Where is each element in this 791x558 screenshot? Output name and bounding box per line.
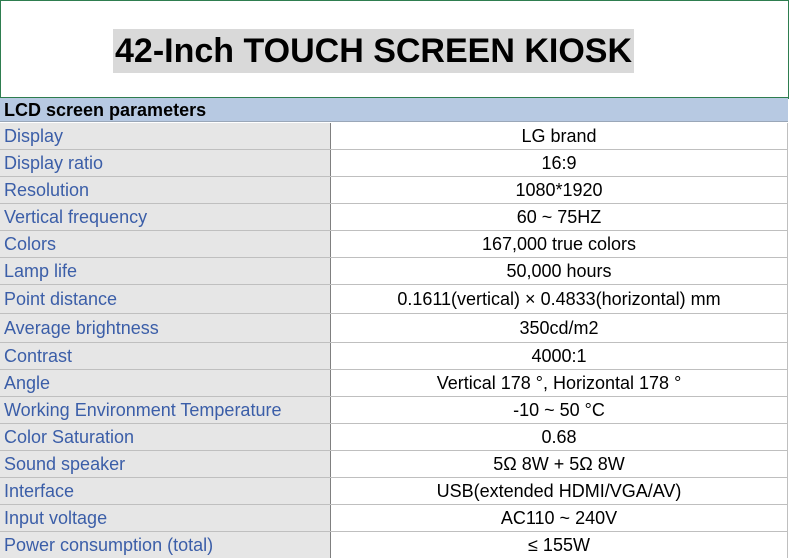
table-row: Sound speaker 5Ω 8W + 5Ω 8W [0,451,788,478]
row-label: Resolution [0,177,331,203]
page-title: 42-Inch TOUCH SCREEN KIOSK [113,29,635,73]
table-row: Display ratio 16:9 [0,150,788,177]
table-row: Colors 167,000 true colors [0,231,788,258]
row-value: 16:9 [331,150,788,176]
row-value: 1080*1920 [331,177,788,203]
row-value: ≤ 155W [331,532,788,558]
table-row: Average brightness 350cd/m2 [0,314,788,343]
table-row: Contrast 4000:1 [0,343,788,370]
row-value: USB(extended HDMI/VGA/AV) [331,478,788,504]
table-row: Resolution 1080*1920 [0,177,788,204]
spec-table: Display LG brand Display ratio 16:9 Reso… [0,123,788,558]
row-value: 50,000 hours [331,258,788,284]
row-label: Display [0,123,331,149]
row-value: Vertical 178 °, Horizontal 178 ° [331,370,788,396]
row-label: Angle [0,370,331,396]
row-value: 60 ~ 75HZ [331,204,788,230]
row-label: Interface [0,478,331,504]
row-value: 0.68 [331,424,788,450]
table-row: Working Environment Temperature -10 ~ 50… [0,397,788,424]
row-value: 350cd/m2 [331,314,788,342]
table-row: Color Saturation 0.68 [0,424,788,451]
table-row: Vertical frequency 60 ~ 75HZ [0,204,788,231]
row-label: Average brightness [0,314,331,342]
table-row: Power consumption (total) ≤ 155W [0,532,788,558]
row-value: 4000:1 [331,343,788,369]
row-label: Sound speaker [0,451,331,477]
row-label: Vertical frequency [0,204,331,230]
row-value: -10 ~ 50 °C [331,397,788,423]
row-value: LG brand [331,123,788,149]
table-row: Display LG brand [0,123,788,150]
row-value: 167,000 true colors [331,231,788,257]
row-label: Colors [0,231,331,257]
table-row: Point distance 0.1611(vertical) × 0.4833… [0,285,788,314]
title-box: 42-Inch TOUCH SCREEN KIOSK [0,0,789,99]
row-value: 5Ω 8W + 5Ω 8W [331,451,788,477]
table-row: Interface USB(extended HDMI/VGA/AV) [0,478,788,505]
table-row: Lamp life 50,000 hours [0,258,788,285]
row-label: Input voltage [0,505,331,531]
row-label: Working Environment Temperature [0,397,331,423]
row-label: Point distance [0,285,331,313]
section-header: LCD screen parameters [0,98,788,122]
row-value: AC110 ~ 240V [331,505,788,531]
row-label: Power consumption (total) [0,532,331,558]
row-label: Contrast [0,343,331,369]
row-label: Lamp life [0,258,331,284]
table-row: Angle Vertical 178 °, Horizontal 178 ° [0,370,788,397]
row-value: 0.1611(vertical) × 0.4833(horizontal) mm [331,285,788,313]
row-label: Color Saturation [0,424,331,450]
table-row: Input voltage AC110 ~ 240V [0,505,788,532]
row-label: Display ratio [0,150,331,176]
